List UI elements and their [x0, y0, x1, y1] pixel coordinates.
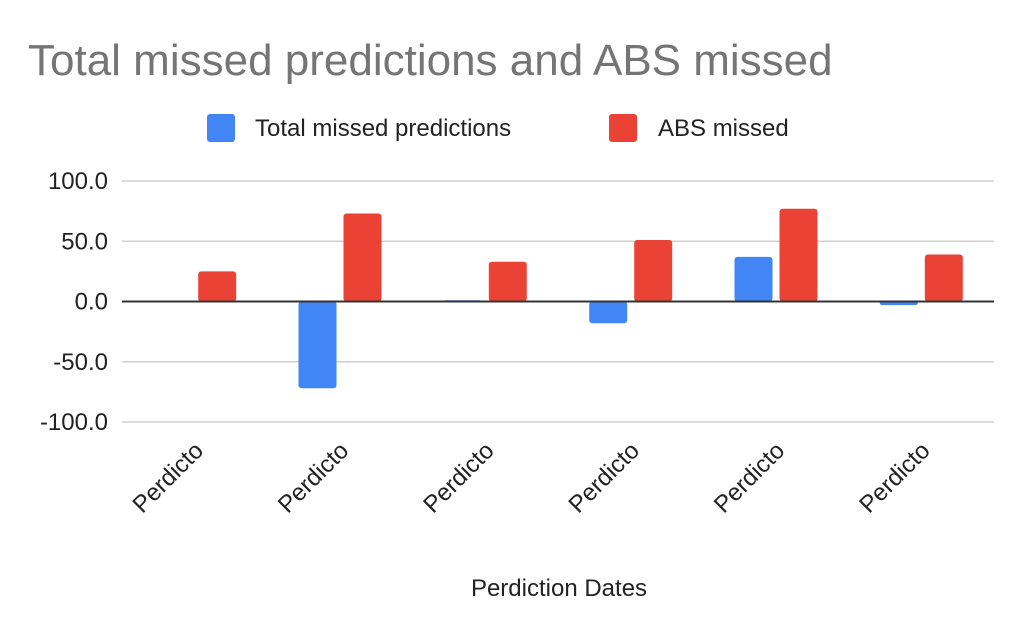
- bar-abs-missed-3: [488, 261, 527, 302]
- x-category-label: Perdicto: [128, 437, 209, 518]
- bar-abs-missed-4: [634, 240, 673, 302]
- x-axis-category-labels: Perdicto Perdicto Perdicto Perdicto Perdicto…: [128, 437, 936, 518]
- bar-abs-missed-1: [198, 271, 237, 302]
- bars: [198, 208, 963, 389]
- bar-total-missed-2: [298, 301, 337, 389]
- bar-total-missed-5: [734, 256, 773, 302]
- legend-swatch-total-missed: [207, 114, 235, 142]
- y-axis-ticks: 100.0 50.0 0.0 -50.0 -100.0: [40, 168, 108, 436]
- y-tick-label: 100.0: [48, 168, 108, 195]
- bar-total-missed-4: [589, 301, 628, 324]
- legend-swatch-abs-missed: [609, 114, 637, 142]
- y-tick-label: 50.0: [61, 228, 108, 255]
- y-tick-label: 0.0: [75, 289, 108, 316]
- y-tick-label: -50.0: [53, 349, 108, 376]
- y-tick-label: -100.0: [40, 409, 108, 436]
- bar-abs-missed-6: [924, 254, 963, 302]
- x-category-label: Perdicto: [709, 437, 790, 518]
- x-category-label: Perdicto: [418, 437, 499, 518]
- gridlines: [122, 180, 994, 423]
- legend-label-total-missed: Total missed predictions: [255, 115, 511, 142]
- x-category-label: Perdicto: [564, 437, 645, 518]
- x-axis-title: Perdiction Dates: [471, 575, 647, 602]
- chart-title: Total missed predictions and ABS missed: [28, 36, 833, 85]
- x-category-label: Perdicto: [854, 437, 935, 518]
- bar-abs-missed-5: [779, 208, 818, 302]
- legend: Total missed predictions ABS missed: [207, 114, 789, 142]
- x-category-label: Perdicto: [273, 437, 354, 518]
- legend-label-abs-missed: ABS missed: [658, 115, 789, 142]
- bar-abs-missed-2: [343, 213, 382, 302]
